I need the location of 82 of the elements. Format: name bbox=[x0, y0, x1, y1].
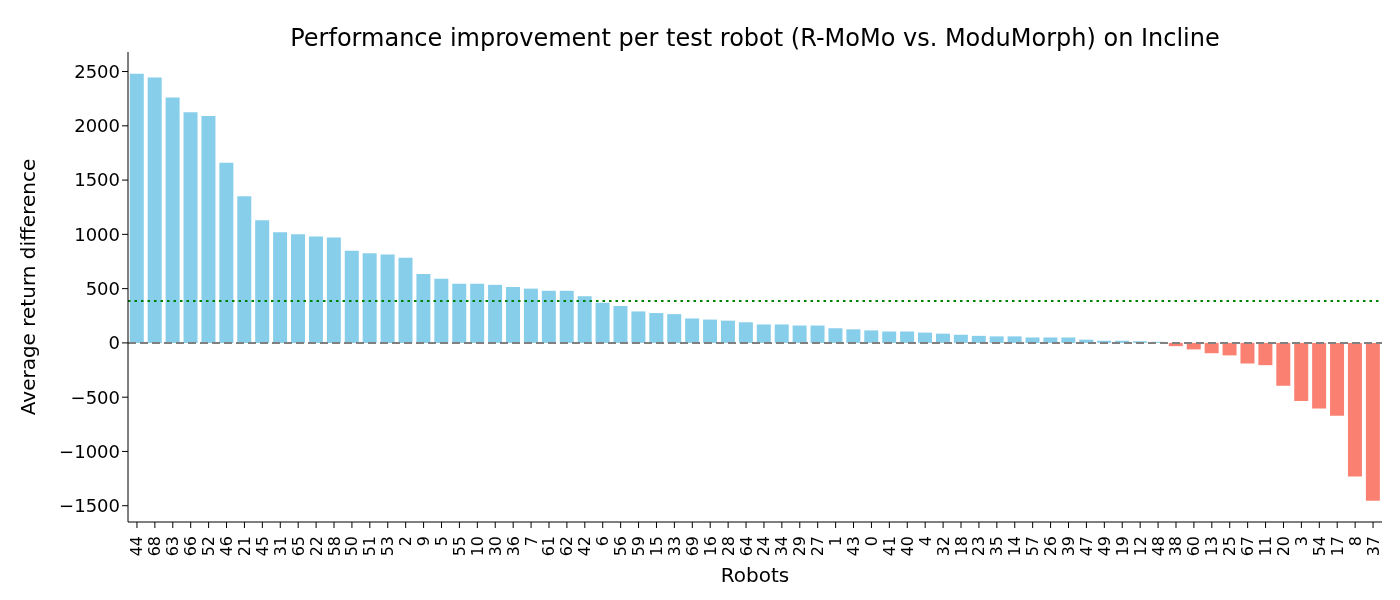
y-tick-label: 1000 bbox=[74, 223, 120, 245]
x-tick-label: 22 bbox=[306, 536, 326, 557]
x-tick-label: 69 bbox=[682, 536, 702, 557]
x-tick-label: 2 bbox=[396, 536, 416, 547]
y-tick-label: −1000 bbox=[59, 440, 120, 462]
x-tick-label: 28 bbox=[718, 536, 738, 557]
x-tick-label: 32 bbox=[933, 536, 953, 557]
x-axis-title: Robots bbox=[720, 563, 790, 587]
x-tick-label: 60 bbox=[1184, 536, 1204, 557]
x-tick-label: 0 bbox=[861, 536, 881, 547]
y-tick-label: −500 bbox=[70, 386, 120, 408]
x-tick-label: 26 bbox=[1041, 536, 1061, 557]
x-tick-label: 34 bbox=[772, 536, 792, 557]
x-tick-label: 5 bbox=[432, 536, 451, 547]
x-tick-label: 20 bbox=[1273, 536, 1293, 557]
x-tick-label: 48 bbox=[1148, 536, 1168, 557]
x-tick-label: 54 bbox=[1309, 536, 1329, 557]
x-tick-label: 44 bbox=[127, 536, 147, 557]
x-tick-label: 46 bbox=[217, 536, 237, 557]
x-tick-label: 56 bbox=[611, 536, 631, 557]
x-tick-label: 40 bbox=[897, 536, 917, 557]
y-tick-label: −1500 bbox=[59, 495, 120, 517]
x-tick-label: 13 bbox=[1202, 536, 1222, 557]
x-tick-label: 43 bbox=[844, 536, 864, 557]
x-tick-label: 47 bbox=[1076, 536, 1096, 557]
y-axis-title: Average return difference bbox=[16, 158, 41, 416]
chart-title: Performance improvement per test robot (R-MoMo vs. ModuMorph) on Incline bbox=[289, 24, 1221, 52]
x-tick-label: 15 bbox=[646, 536, 666, 557]
x-tick-label: 30 bbox=[485, 536, 505, 557]
x-tick-label: 23 bbox=[969, 536, 989, 557]
x-tick-label: 27 bbox=[808, 536, 828, 557]
x-tick-label: 65 bbox=[288, 536, 308, 557]
y-tick-label: 1500 bbox=[74, 169, 120, 191]
x-tick-label: 53 bbox=[378, 536, 398, 557]
y-tick-label: 2000 bbox=[74, 115, 120, 137]
x-tick-label: 3 bbox=[1291, 536, 1311, 547]
x-tick-label: 49 bbox=[1094, 536, 1114, 557]
x-tick-label: 66 bbox=[181, 536, 201, 557]
x-tick-label: 37 bbox=[1363, 536, 1383, 557]
x-tick-label: 11 bbox=[1256, 536, 1276, 557]
x-tick-label: 24 bbox=[754, 536, 774, 557]
x-tick-label: 45 bbox=[252, 536, 272, 557]
x-tick-label: 1 bbox=[826, 536, 846, 547]
x-tick-label: 39 bbox=[1059, 536, 1078, 557]
x-tick-label: 19 bbox=[1112, 536, 1132, 557]
x-tick-label: 62 bbox=[557, 536, 577, 557]
x-tick-label: 12 bbox=[1130, 536, 1150, 557]
x-tick-label: 33 bbox=[664, 536, 684, 557]
x-tick-label: 58 bbox=[324, 536, 344, 557]
x-tick-label: 31 bbox=[270, 536, 290, 557]
x-tick-label: 57 bbox=[1023, 536, 1043, 557]
x-tick-label: 25 bbox=[1220, 536, 1240, 557]
x-tick-label: 16 bbox=[700, 536, 720, 557]
x-tick-label: 10 bbox=[467, 536, 487, 557]
x-tick-label: 67 bbox=[1238, 536, 1258, 557]
x-tick-label: 9 bbox=[414, 536, 434, 547]
x-tick-label: 42 bbox=[575, 536, 595, 557]
x-tick-label: 4 bbox=[915, 536, 935, 547]
x-tick-label: 14 bbox=[1005, 536, 1025, 557]
x-tick-label: 51 bbox=[360, 536, 380, 557]
x-tick-label: 64 bbox=[736, 536, 756, 557]
x-tick-label: 68 bbox=[145, 536, 165, 557]
x-tick-label: 8 bbox=[1345, 536, 1365, 547]
x-tick-label: 17 bbox=[1327, 536, 1347, 557]
x-tick-label: 6 bbox=[593, 536, 613, 547]
x-tick-label: 59 bbox=[629, 536, 649, 557]
x-tick-label: 29 bbox=[790, 536, 810, 557]
x-tick-label: 41 bbox=[879, 536, 899, 557]
y-tick-label: 0 bbox=[108, 332, 120, 354]
x-tick-label: 50 bbox=[342, 536, 362, 557]
x-tick-label: 38 bbox=[1166, 536, 1186, 557]
x-tick-label: 35 bbox=[987, 536, 1007, 557]
x-tick-label: 21 bbox=[234, 536, 254, 557]
x-tick-label: 36 bbox=[503, 536, 523, 557]
y-tick-label: 500 bbox=[85, 278, 120, 300]
x-tick-label: 18 bbox=[951, 536, 971, 557]
x-tick-label: 7 bbox=[521, 536, 541, 547]
x-tick-label: 63 bbox=[163, 536, 183, 557]
x-tick-label: 52 bbox=[199, 536, 219, 557]
x-tick-label: 55 bbox=[449, 536, 469, 557]
x-tick-label: 61 bbox=[539, 536, 559, 557]
y-tick-label: 2500 bbox=[74, 60, 120, 82]
